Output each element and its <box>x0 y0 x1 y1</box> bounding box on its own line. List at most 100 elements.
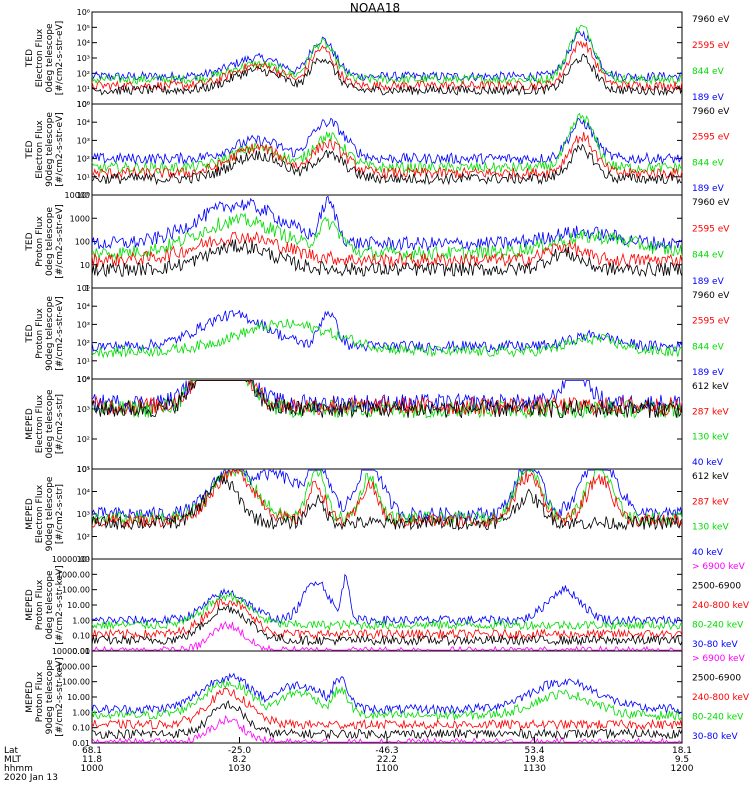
legend-entry: 844 eV <box>692 158 725 168</box>
legend-entry: 2500-6900 <box>692 674 741 684</box>
y-axis-label: Electron Flux <box>35 120 45 179</box>
y-tick-label: 10³ <box>77 320 90 329</box>
legend-entry: 844 eV <box>692 67 725 77</box>
y-tick-label: 10⁵ <box>77 23 90 32</box>
legend-entry: 612 keV <box>692 472 729 482</box>
y-tick-label: 10¹ <box>77 357 90 366</box>
y-tick-label: 10³ <box>77 136 90 145</box>
legend-entry: 844 eV <box>692 251 725 261</box>
panel-frame <box>92 379 682 469</box>
series-line-189-eV <box>92 118 682 164</box>
legend-entry: 130 keV <box>692 523 729 533</box>
y-axis-label: Electron Flux <box>35 484 45 543</box>
series-line-189-eV <box>92 311 682 352</box>
legend-entry: 80-240 keV <box>692 713 744 723</box>
y-axis-label: [#/cm2-s-str] <box>55 484 65 544</box>
legend-entry: 612 keV <box>692 382 729 392</box>
x-tick-label: 1200 <box>671 764 694 774</box>
panel-frame <box>92 469 682 559</box>
y-axis-label: [#/cm2-s-str] <box>55 394 65 454</box>
y-tick-label: 10.00 <box>67 601 90 610</box>
y-tick-label: 10000.00 <box>52 647 90 656</box>
legend-entry: 80-240 keV <box>692 621 744 631</box>
series-line-80-240-keV <box>92 592 682 629</box>
y-axis-label: [#/cm2-s-str-keV] <box>55 657 65 736</box>
y-tick-label: 10⁵ <box>77 100 90 109</box>
series-line-189-eV <box>92 196 682 250</box>
series-line-240-800-keV <box>92 688 682 729</box>
series-line-844-eV <box>92 214 682 260</box>
y-tick-label: 10¹ <box>77 173 90 182</box>
legend-entry: 189 eV <box>692 368 725 378</box>
legend-entry: 189 eV <box>692 184 725 194</box>
legend-entry: 189 eV <box>692 277 725 287</box>
y-tick-label: 10⁵ <box>77 284 90 293</box>
legend-entry: 2595 eV <box>692 317 730 327</box>
series-line-30-80-keV <box>92 575 682 625</box>
y-axis-label: Electron Flux <box>35 28 45 87</box>
series-line-30-80-keV <box>92 674 682 714</box>
series-line-80-240-keV <box>92 681 682 721</box>
y-axis-label: Proton Flux <box>35 671 45 722</box>
y-axis-label: MEPED <box>25 681 35 713</box>
y-tick-label: 100.00 <box>62 678 90 687</box>
legend-entry: 240-800 keV <box>692 601 750 611</box>
y-axis-label: TED <box>25 324 35 343</box>
y-axis-label: Proton Flux <box>35 579 45 630</box>
legend-entry: 287 keV <box>692 407 729 417</box>
legend-entry: 130 keV <box>692 433 729 443</box>
y-tick-label: 10000 <box>65 191 90 200</box>
legend-entry: 2595 eV <box>692 41 730 51</box>
legend-entry: 189 eV <box>692 93 725 103</box>
y-axis-label: 90deg telescope <box>45 476 55 551</box>
y-axis-label: TED <box>25 140 35 159</box>
y-axis-label: TED <box>25 49 35 68</box>
y-tick-label: 0.10 <box>72 724 90 733</box>
legend-entry: 2595 eV <box>692 133 730 143</box>
y-tick-label: 10 <box>80 261 90 270</box>
legend-entry: 30-80 keV <box>692 732 738 742</box>
y-tick-label: 10¹ <box>77 85 90 94</box>
legend-entry: 30-80 keV <box>692 640 738 650</box>
panel-frame <box>92 651 682 743</box>
y-tick-label: 0.10 <box>72 632 90 641</box>
y-axis-label: 0deg telescope <box>45 207 55 277</box>
y-axis-label: MEPED <box>25 498 35 530</box>
legend-entry: 7960 eV <box>692 291 730 301</box>
series-line-189-eV <box>92 32 682 81</box>
y-axis-label: Proton Flux <box>35 308 45 359</box>
y-axis-label: 90deg telescope <box>45 112 55 187</box>
y-axis-label: 0deg telescope <box>45 23 55 93</box>
legend-entry: 7960 eV <box>692 15 730 25</box>
y-tick-label: 10⁴ <box>77 39 90 48</box>
y-tick-label: 10³ <box>77 405 90 414</box>
y-axis-label: Proton Flux <box>35 216 45 267</box>
y-axis-label: [#/cm2-s-str-keV] <box>55 565 65 644</box>
legend-entry: 7960 eV <box>692 198 730 208</box>
series-line-844-eV <box>92 319 682 357</box>
legend-entry: > 6900 keV <box>692 562 746 572</box>
series-line-40-keV <box>92 381 682 412</box>
legend-entry: 844 eV <box>692 342 725 352</box>
y-tick-label: 10² <box>77 533 90 542</box>
y-tick-label: 10000.00 <box>52 555 90 564</box>
x-tick-label: 1030 <box>228 764 251 774</box>
y-tick-label: 10⁵ <box>77 465 90 474</box>
y-axis-label: 90deg telescope <box>45 659 55 734</box>
y-axis-label: MEPED <box>25 408 35 440</box>
y-tick-label: 100 <box>75 238 90 247</box>
x-tick-label: 1100 <box>376 764 399 774</box>
y-tick-label: 100.00 <box>62 586 90 595</box>
legend-entry: 40 keV <box>692 458 724 468</box>
x-tick-label: 1000 <box>81 764 104 774</box>
y-axis-label: Electron Flux <box>35 394 45 453</box>
series-line-844-eV <box>92 25 682 84</box>
series-line-2500-6900 <box>92 606 682 645</box>
y-tick-label: 1000 <box>70 214 90 223</box>
y-axis-label: [#/cm2-s-str-eV] <box>55 296 65 371</box>
y-tick-label: 10³ <box>77 54 90 63</box>
y-tick-label: 10⁴ <box>77 302 90 311</box>
legend-entry: 2595 eV <box>692 224 730 234</box>
legend-entry: 240-800 keV <box>692 693 750 703</box>
